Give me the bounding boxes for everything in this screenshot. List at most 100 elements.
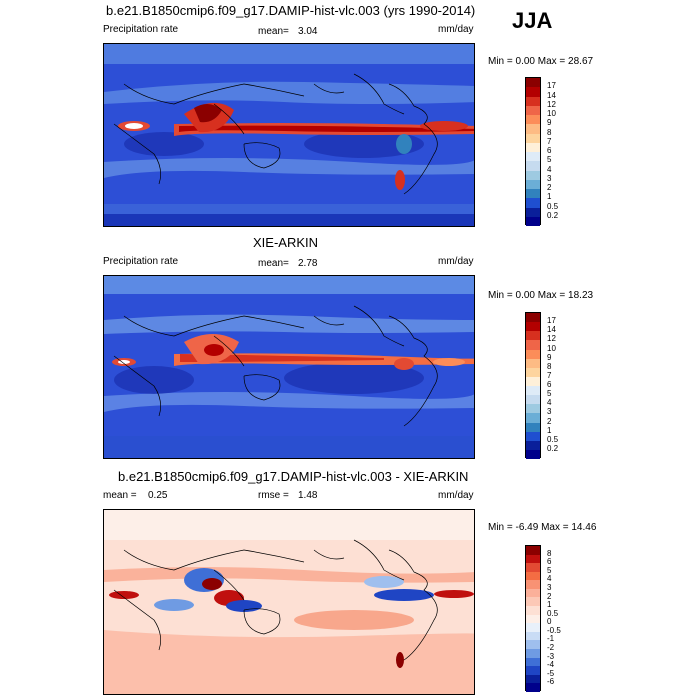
colorbar-tick-label: 6 [547, 380, 552, 389]
colorbar-swatch [526, 571, 540, 581]
colorbar-tick-label: 8 [547, 548, 552, 558]
colorbar-swatch [526, 96, 540, 106]
colorbar-tick-label: 17 [547, 316, 556, 326]
panel-3-rmse-value: 1.48 [298, 490, 318, 501]
colorbar-tick-label: 4 [547, 398, 552, 408]
colorbar-swatch [526, 614, 540, 624]
colorbar-tick-label: 9 [547, 118, 552, 128]
panel-2-map [103, 275, 475, 459]
panel-1-colorbar [525, 77, 541, 226]
panel-1-mean-label: mean= [258, 26, 289, 37]
colorbar-tick-label: 4 [547, 574, 552, 584]
colorbar-swatch [526, 386, 540, 396]
colorbar-tick-label: 5 [547, 389, 552, 399]
colorbar-swatch [526, 133, 540, 143]
colorbar-swatch [526, 313, 540, 323]
season-label: JJA [512, 8, 553, 33]
colorbar-swatch [526, 340, 540, 350]
panel-2-mean-value: 2.78 [298, 258, 318, 269]
colorbar-tick-label: 0.5 [547, 608, 559, 618]
colorbar-swatch [526, 367, 540, 377]
colorbar-tick-label: 1 [547, 425, 552, 435]
panel-2-minmax: Min = 0.00 Max = 18.23 [488, 290, 594, 301]
colorbar-swatch [526, 170, 540, 180]
colorbar-swatch [526, 657, 540, 667]
colorbar-swatch [526, 449, 540, 459]
colorbar-swatch [526, 189, 540, 199]
colorbar-swatch [526, 631, 540, 641]
colorbar-tick-label: 5 [547, 565, 552, 575]
colorbar-swatch [526, 331, 540, 341]
colorbar-swatch [526, 597, 540, 607]
colorbar-swatch [526, 358, 540, 368]
colorbar-swatch [526, 440, 540, 450]
panel-2-variable-label: Precipitation rate [103, 256, 179, 267]
colorbar-tick-label: 1 [547, 600, 552, 610]
colorbar-tick-label: -6 [547, 677, 555, 687]
colorbar-tick-label: 1 [547, 192, 552, 202]
panel-3-rmse-label: rmse = [258, 490, 289, 501]
colorbar-tick-label: 12 [547, 99, 556, 109]
panel-2-mean-label: mean= [258, 258, 289, 269]
colorbar-swatch [526, 648, 540, 658]
colorbar-tick-label: 0 [547, 617, 552, 627]
colorbar-swatch [526, 322, 540, 332]
colorbar-tick-label: 2 [547, 591, 552, 601]
colorbar-swatch [526, 152, 540, 162]
colorbar-tick-label: 3 [547, 173, 552, 183]
colorbar-tick-label: 0.5 [547, 434, 559, 444]
colorbar-swatch [526, 554, 540, 564]
panel-3-minmax: Min = -6.49 Max = 14.46 [488, 522, 597, 533]
colorbar-tick-label: 0.5 [547, 201, 559, 211]
panel-3-title: b.e21.B1850cmip6.f09_g17.DAMIP-hist-vlc.… [118, 469, 469, 484]
colorbar-swatch [526, 115, 540, 125]
colorbar-swatch [526, 580, 540, 589]
colorbar-tick-label: 7 [547, 370, 552, 380]
colorbar-tick-label: -0.5 [547, 625, 561, 635]
colorbar-swatch [526, 376, 540, 386]
colorbar-tick-label: 6 [547, 557, 552, 567]
colorbar-swatch [526, 105, 540, 115]
panel-3-mean-label: mean = [103, 490, 137, 501]
colorbar-swatch [526, 198, 540, 208]
colorbar-swatch [526, 674, 540, 684]
panel-2-colorbar [525, 312, 541, 459]
colorbar-swatch [526, 124, 540, 134]
panel-1-units: mm/day [438, 24, 474, 35]
panel-2-units: mm/day [438, 256, 474, 267]
colorbar-swatch [526, 546, 540, 555]
colorbar-swatch [526, 640, 540, 649]
panel-1-minmax: Min = 0.00 Max = 28.67 [488, 56, 594, 67]
colorbar-swatch [526, 142, 540, 152]
colorbar-tick-label: 14 [547, 325, 556, 335]
panel-3-mean-value: 0.25 [148, 490, 168, 501]
colorbar-swatch [526, 666, 540, 675]
colorbar-tick-label: 2 [547, 416, 552, 426]
colorbar-swatch [526, 87, 540, 97]
colorbar-swatch [526, 422, 540, 432]
colorbar-tick-label: 3 [547, 407, 552, 417]
colorbar-tick-label: 3 [547, 582, 552, 592]
colorbar-swatch [526, 207, 540, 217]
colorbar-tick-label: 17 [547, 81, 556, 91]
colorbar-tick-label: 8 [547, 127, 552, 137]
colorbar-tick-label: 0.2 [547, 210, 559, 220]
colorbar-swatch [526, 563, 540, 572]
panel-3-units: mm/day [438, 490, 474, 501]
panel-3-map [103, 509, 475, 695]
colorbar-tick-label: 12 [547, 334, 556, 344]
colorbar-tick-label: 10 [547, 109, 556, 118]
colorbar-tick-label: -2 [547, 643, 555, 653]
colorbar-swatch [526, 179, 540, 189]
panel-1-mean-value: 3.04 [298, 26, 318, 37]
colorbar-swatch [526, 413, 540, 423]
colorbar-tick-label: 10 [547, 343, 556, 353]
colorbar-swatch [526, 431, 540, 441]
colorbar-tick-label: 7 [547, 136, 552, 146]
colorbar-swatch [526, 588, 540, 598]
colorbar-swatch [526, 683, 540, 692]
colorbar-swatch [526, 78, 540, 88]
colorbar-tick-label: 14 [547, 90, 556, 100]
colorbar-tick-label: -4 [547, 660, 555, 670]
colorbar-swatch [526, 161, 540, 171]
